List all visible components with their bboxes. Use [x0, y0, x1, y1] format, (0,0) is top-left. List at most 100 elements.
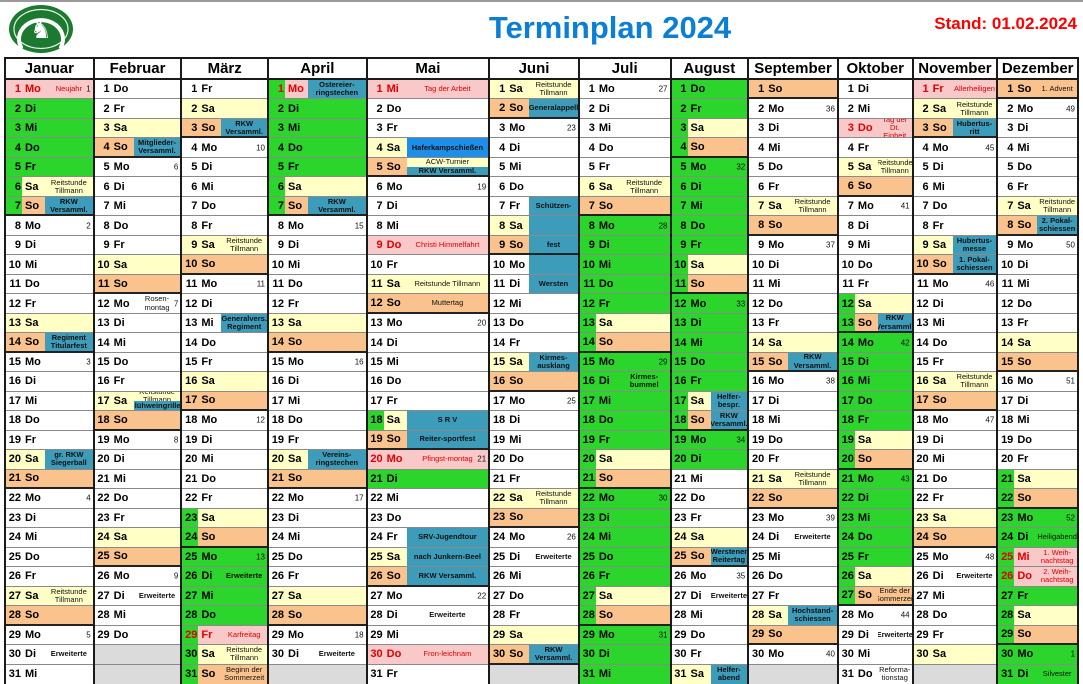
- weekday-label: Do: [690, 356, 706, 368]
- weekday-label: So: [509, 238, 524, 251]
- weekday-label: Di: [113, 453, 125, 466]
- day-number: 20: [579, 450, 596, 469]
- weekday-label: Di: [932, 570, 944, 583]
- day-cell: 1 Fr: [182, 80, 268, 100]
- day-cell: 9 Sa Hubertus-messe: [913, 235, 997, 256]
- weekday-label: Do: [857, 668, 873, 681]
- weekday-label: Sa: [857, 433, 872, 446]
- day-number: 4: [1007, 141, 1014, 154]
- day-cell: 18 Sa S R V: [367, 411, 489, 431]
- weekday-label: Sa: [598, 180, 613, 193]
- month-column: Oktober 1 Di 2 Mi 3 Do Tag der Dt. Einheit 4 Fr 5 S…: [838, 59, 914, 684]
- day-cell: 29 Do: [671, 625, 748, 646]
- day-cell: 11 Do: [579, 274, 670, 295]
- weekday-label: So: [768, 82, 783, 95]
- day-number: 20: [751, 453, 765, 466]
- weekday-label: Mo: [386, 453, 403, 466]
- day-cell: 17 Mi: [6, 391, 93, 412]
- day-number: 3: [1007, 122, 1014, 135]
- event-area: Karfreitag: [221, 626, 267, 644]
- weekday-label: Di: [932, 433, 944, 446]
- day-cell: 27 Mi: [182, 586, 268, 607]
- weekday-label: Mi: [932, 589, 945, 602]
- day-number: 25: [370, 550, 383, 563]
- day-number: 24: [370, 531, 383, 544]
- day-number: 21: [271, 472, 285, 485]
- event-area: Erweiterte: [308, 645, 366, 663]
- day-number: 30: [841, 648, 854, 661]
- day-cell: 10 Mi: [579, 255, 670, 275]
- day-cell: 24 Mi: [269, 528, 366, 548]
- week-number: 50: [1066, 240, 1076, 250]
- event-label: S R V: [406, 411, 489, 430]
- weekday-label: Mo: [25, 356, 41, 368]
- day-number: 21: [841, 472, 854, 485]
- weekday-label: So: [598, 199, 613, 212]
- day-cell: 14 Mi: [671, 333, 748, 353]
- event-area: Beginn der Sommerzeit: [221, 665, 267, 684]
- day-number: 31: [841, 668, 854, 681]
- day-cell: 4 Mi: [749, 138, 837, 158]
- day-cell: 3 Mi: [579, 118, 670, 139]
- weekday-label: Mo: [25, 628, 41, 641]
- weekday-label: Fr: [1017, 180, 1029, 193]
- event-label: Erweiterte: [877, 629, 912, 639]
- day-number: 17: [97, 394, 110, 407]
- weekday-label: Sa: [1017, 200, 1031, 213]
- day-number: 22: [8, 492, 21, 505]
- day-number: 29: [751, 628, 765, 641]
- day-cell: [749, 664, 837, 684]
- day-cell: 21 Di: [367, 469, 489, 490]
- event-label: Helfer-bespr.: [710, 391, 748, 411]
- day-cell: 21 Mo 43: [838, 469, 912, 490]
- day-number: 25: [582, 550, 595, 563]
- weekday-label: Mo: [509, 258, 526, 271]
- day-number: 3: [922, 121, 929, 134]
- day-number: 25: [841, 550, 854, 563]
- week-number: 23: [566, 123, 576, 133]
- event-area: Erweiterte: [953, 567, 997, 585]
- day-cell: 2 Sa: [182, 99, 268, 119]
- weekday-label: Mi: [1017, 278, 1030, 291]
- weekday-label: Fr: [288, 297, 300, 310]
- day-cell: 23 Mo 52: [998, 508, 1078, 529]
- day-number: 30: [271, 648, 285, 661]
- weekday-label: Di: [857, 83, 869, 96]
- day-cell: 13 Sa: [6, 313, 93, 334]
- weekday-label: So: [288, 199, 303, 212]
- weekday-label: Mo: [857, 336, 874, 349]
- event-label: nach Junkern-Beel: [406, 547, 489, 567]
- day-number: 22: [674, 492, 687, 505]
- weekday-label: Fr: [201, 83, 213, 96]
- weekday-label: Mi: [386, 492, 399, 505]
- day-cell: 13 Do: [490, 313, 578, 334]
- weekday-label: Mo: [857, 472, 874, 485]
- event-label: RKW Versamml.: [710, 411, 748, 429]
- day-cell: 19 Di: [182, 430, 268, 451]
- day-number: 27: [370, 589, 383, 602]
- day-cell: 17 Di: [749, 391, 837, 412]
- day-number: 15: [271, 356, 285, 368]
- event-area: Ende der Sommerzeit: [878, 587, 912, 604]
- weekday-label: Mo: [113, 297, 130, 310]
- day-number: 23: [271, 511, 285, 524]
- day-cell: 8 Do: [671, 216, 748, 236]
- day-cell: 23 Di: [269, 508, 366, 529]
- day-cell: 1 So 1. Advent: [998, 80, 1078, 100]
- day-cell: 8 Fr: [182, 216, 268, 236]
- day-cell: 1 Do: [94, 80, 181, 100]
- day-number: 5: [922, 161, 929, 174]
- month-header: Mai: [367, 59, 489, 80]
- event-area: Generalvers. Regiment: [221, 313, 268, 333]
- day-number: 12: [838, 294, 855, 313]
- weekday-label: Do: [857, 531, 873, 544]
- weekday-label: Mi: [25, 122, 38, 135]
- event-label: Rosen-montag: [144, 294, 170, 312]
- day-number: 14: [185, 336, 198, 349]
- day-cell: 2 Mi: [838, 99, 912, 119]
- week-number: 21: [477, 454, 487, 464]
- event-label: Reitstunde Tillmann: [45, 586, 93, 606]
- weekday-label: Do: [1017, 161, 1032, 174]
- day-cell: 5 Fr: [269, 157, 366, 178]
- weekday-label: So: [288, 472, 303, 485]
